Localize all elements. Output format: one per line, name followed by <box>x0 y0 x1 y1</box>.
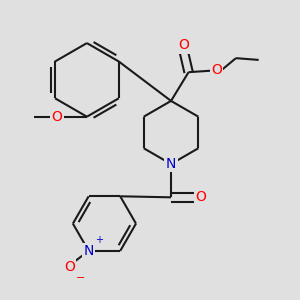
Text: O: O <box>52 110 62 124</box>
Text: O: O <box>178 38 189 52</box>
Text: O: O <box>211 63 222 77</box>
Text: −: − <box>76 273 85 283</box>
Text: N: N <box>83 244 94 258</box>
Text: O: O <box>64 260 75 274</box>
Text: N: N <box>166 157 176 171</box>
Text: O: O <box>195 190 206 204</box>
Text: +: + <box>95 235 103 244</box>
